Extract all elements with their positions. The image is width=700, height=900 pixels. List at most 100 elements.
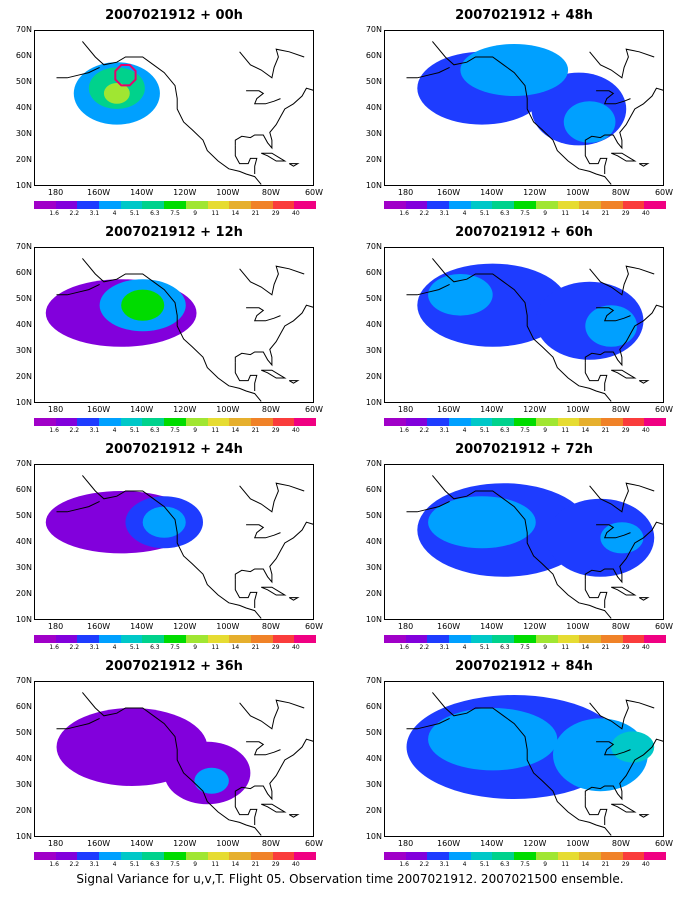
lat-tick-label: 60N <box>365 702 382 711</box>
lat-tick-label: 20N <box>365 806 382 815</box>
lat-tick-label: 70N <box>365 676 382 685</box>
colorbar-label: 4 <box>462 427 467 434</box>
colorbar-swatch <box>229 635 251 643</box>
lat-tick-label: 50N <box>365 511 382 520</box>
lon-tick-label: 80W <box>611 622 630 631</box>
map-area <box>384 30 664 186</box>
coastline <box>432 258 612 402</box>
colorbar-label: 9 <box>193 644 198 651</box>
colorbar-swatch <box>384 201 406 209</box>
coastline <box>234 362 258 391</box>
coastline <box>82 41 262 185</box>
colorbar-label: 21 <box>251 861 260 868</box>
lon-tick-label: 140W <box>130 622 154 631</box>
variance-shading <box>585 305 637 347</box>
colorbar-swatch <box>185 201 208 209</box>
lat-tick-label: 60N <box>365 485 382 494</box>
coastline <box>234 579 258 608</box>
lat-tick-label: 10N <box>15 832 32 841</box>
colorbar-swatch <box>579 852 601 860</box>
colorbar-swatch <box>514 201 536 209</box>
lon-tick-label: 60W <box>304 188 324 197</box>
panel-title: 2007021912 + 00h <box>105 8 243 23</box>
coastline <box>584 145 608 174</box>
colorbar-label: 40 <box>642 210 650 217</box>
coastline <box>584 87 663 150</box>
colorbar-swatch <box>535 852 558 860</box>
colorbar-label: 21 <box>601 644 610 651</box>
lat-tick-label: 70N <box>365 25 382 34</box>
colorbar-label: 29 <box>621 644 630 651</box>
panel-title: 2007021912 + 24h <box>105 442 243 457</box>
colorbar-label: 4 <box>112 427 117 434</box>
colorbar-label: 21 <box>601 861 610 868</box>
map-svg <box>406 475 663 619</box>
variance-shading <box>103 83 130 104</box>
colorbar-label: 3.1 <box>439 210 450 217</box>
lat-tick-label: 20N <box>15 155 32 164</box>
map-svg <box>45 258 313 402</box>
coastline <box>239 699 305 730</box>
colorbar-swatch <box>272 418 295 426</box>
lon-tick-label: 100W <box>566 405 590 414</box>
lon-tick-label: 180 <box>47 839 64 848</box>
lat-tick-label: 40N <box>365 320 382 329</box>
coastline <box>246 741 281 756</box>
lat-tick-label: 20N <box>365 589 382 598</box>
lat-tick-label: 10N <box>365 832 382 841</box>
lon-tick-label: 100W <box>566 839 590 848</box>
lon-tick-label: 80W <box>611 188 630 197</box>
colorbar-label: 14 <box>581 210 590 217</box>
colorbar-swatch <box>229 418 251 426</box>
colorbar-label: 14 <box>231 210 240 217</box>
colorbar-swatch <box>557 201 580 209</box>
lat-tick-label: 30N <box>365 129 382 138</box>
lat-tick-label: 40N <box>365 754 382 763</box>
colorbar-label: 11 <box>561 861 570 868</box>
lon-tick-label: 100W <box>216 405 240 414</box>
colorbar-label: 5.1 <box>479 210 490 217</box>
lat-tick-label: 60N <box>15 702 32 711</box>
lat-tick-label: 10N <box>15 615 32 624</box>
colorbar-label: 2.2 <box>419 861 430 868</box>
coastline <box>246 307 281 322</box>
colorbar-label: 29 <box>621 210 630 217</box>
colorbar <box>384 852 666 860</box>
colorbar-label: 6.3 <box>500 210 510 217</box>
colorbar-swatch <box>207 418 230 426</box>
lon-tick-label: 160W <box>87 188 111 197</box>
colorbar-swatch <box>77 635 100 643</box>
coastline <box>288 597 300 601</box>
lat-tick-label: 20N <box>15 589 32 598</box>
colorbar-swatch <box>34 852 56 860</box>
colorbar-swatch <box>449 418 471 426</box>
lon-tick-label: 140W <box>480 405 504 414</box>
colorbar-swatch <box>99 635 121 643</box>
coastline <box>589 265 655 296</box>
colorbar-swatch <box>272 635 295 643</box>
colorbar-swatch <box>514 635 536 643</box>
colorbar-label: 2.2 <box>419 427 430 434</box>
lon-tick-label: 140W <box>130 405 154 414</box>
colorbar-swatch <box>55 852 78 860</box>
lat-tick-label: 40N <box>15 320 32 329</box>
colorbar-swatch <box>120 418 143 426</box>
colorbar-label: 1.6 <box>49 861 59 868</box>
colorbar-swatch <box>492 418 515 426</box>
colorbar-labels: 1.6 2.2 3.1 4 5.1 6.3 7.5 9 11 14 21 29 40 <box>34 861 316 869</box>
colorbar-swatch <box>142 201 165 209</box>
variance-shading <box>121 289 165 321</box>
colorbar-label: 1.6 <box>49 427 59 434</box>
colorbar-swatch <box>250 635 273 643</box>
colorbar-swatch <box>229 852 251 860</box>
lat-tick-label: 10N <box>15 398 32 407</box>
colorbar-label: 1.6 <box>399 427 409 434</box>
variance-shading <box>142 506 186 538</box>
colorbar-label: 40 <box>642 861 650 868</box>
colorbar-swatch <box>427 635 450 643</box>
coastline <box>239 265 305 296</box>
lon-tick-label: 180 <box>47 188 64 197</box>
colorbar-swatch <box>470 852 493 860</box>
colorbar-label: 4 <box>112 644 117 651</box>
colorbar-label: 3.1 <box>89 427 100 434</box>
